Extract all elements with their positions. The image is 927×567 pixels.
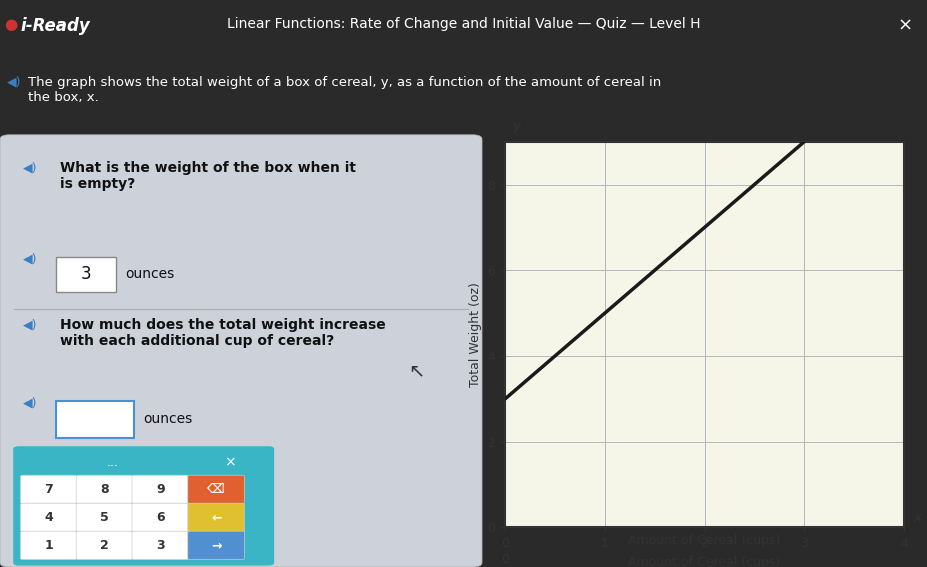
Text: ◀): ◀)	[7, 75, 22, 88]
Text: Linear Functions: Rate of Change and Initial Value — Quiz — Level H: Linear Functions: Rate of Change and Ini…	[227, 17, 700, 31]
FancyBboxPatch shape	[188, 475, 245, 503]
FancyBboxPatch shape	[76, 503, 133, 532]
FancyBboxPatch shape	[132, 475, 189, 503]
Text: 3: 3	[156, 539, 165, 552]
Text: 8: 8	[100, 483, 108, 496]
Text: Amount of Cereal (cups): Amount of Cereal (cups)	[629, 534, 781, 547]
X-axis label: Amount of Cereal (cups): Amount of Cereal (cups)	[629, 556, 781, 567]
Text: 3: 3	[81, 265, 91, 284]
FancyBboxPatch shape	[20, 503, 77, 532]
Text: ×: ×	[223, 456, 235, 469]
Text: ◀): ◀)	[23, 161, 38, 174]
Text: →: →	[211, 539, 222, 552]
Text: y: y	[513, 119, 520, 133]
Text: ↖: ↖	[408, 361, 425, 380]
Text: ◀): ◀)	[23, 318, 38, 331]
Text: 2: 2	[100, 539, 109, 552]
Text: ⌫: ⌫	[208, 483, 225, 496]
FancyBboxPatch shape	[14, 447, 273, 565]
Text: ◀): ◀)	[23, 253, 38, 266]
Text: 1: 1	[44, 539, 53, 552]
FancyBboxPatch shape	[76, 531, 133, 560]
Text: ×: ×	[898, 17, 913, 35]
Text: ...: ...	[106, 456, 118, 469]
Text: 4: 4	[44, 511, 53, 524]
FancyBboxPatch shape	[56, 401, 134, 438]
FancyBboxPatch shape	[56, 257, 116, 292]
Text: What is the weight of the box when it
is empty?: What is the weight of the box when it is…	[60, 161, 356, 191]
FancyBboxPatch shape	[0, 135, 482, 567]
FancyBboxPatch shape	[188, 503, 245, 532]
Text: ●: ●	[5, 17, 18, 32]
Text: How much does the total weight increase
with each additional cup of cereal?: How much does the total weight increase …	[60, 318, 386, 348]
Text: ounces: ounces	[125, 268, 174, 281]
Text: ◀): ◀)	[23, 397, 38, 410]
Text: 0: 0	[502, 553, 509, 566]
Text: 5: 5	[100, 511, 109, 524]
Text: 7: 7	[44, 483, 53, 496]
FancyBboxPatch shape	[20, 475, 77, 503]
Text: i-Ready: i-Ready	[20, 17, 90, 35]
FancyBboxPatch shape	[76, 475, 133, 503]
FancyBboxPatch shape	[20, 531, 77, 560]
Text: The graph shows the total weight of a box of cereal, y, as a function of the amo: The graph shows the total weight of a bo…	[28, 75, 661, 104]
Text: x: x	[914, 511, 922, 525]
Y-axis label: Total Weight (oz): Total Weight (oz)	[469, 282, 482, 387]
FancyBboxPatch shape	[188, 531, 245, 560]
Text: ounces: ounces	[144, 412, 193, 426]
Text: 6: 6	[156, 511, 165, 524]
FancyBboxPatch shape	[132, 503, 189, 532]
Text: ←: ←	[211, 511, 222, 524]
Text: 9: 9	[156, 483, 165, 496]
FancyBboxPatch shape	[132, 531, 189, 560]
